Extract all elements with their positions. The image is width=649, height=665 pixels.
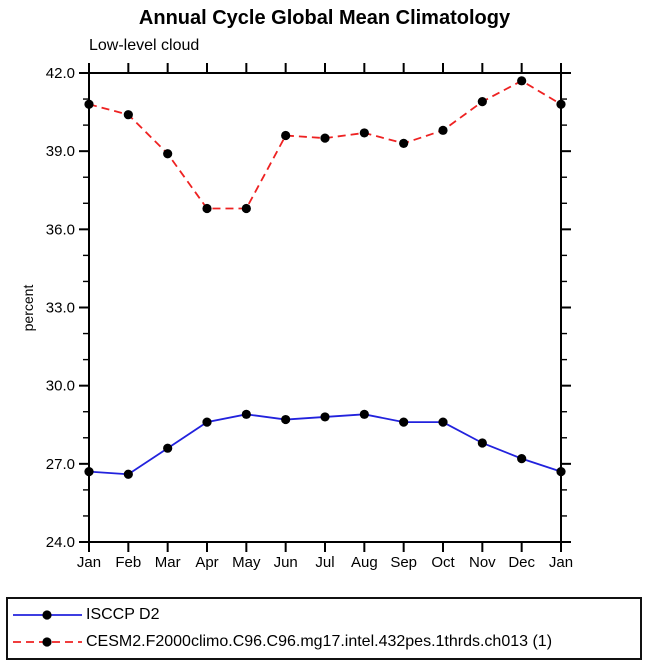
data-point-1 (320, 133, 330, 143)
data-point-0 (84, 467, 94, 477)
data-point-1 (202, 203, 212, 214)
data-point-1 (556, 99, 566, 109)
data-point-0 (163, 443, 173, 453)
x-tick-label: Aug (351, 554, 378, 571)
data-point-1 (84, 99, 94, 109)
x-tick-label: Jan (549, 554, 573, 571)
data-point-0 (202, 417, 212, 427)
data-point-0 (359, 409, 369, 419)
legend-line-sample-cesm2 (13, 636, 82, 647)
data-point-0 (399, 417, 409, 427)
legend-line-sample-isccp (13, 609, 82, 620)
data-point-1 (241, 203, 251, 214)
x-tick-label: Apr (195, 554, 218, 571)
legend-marker-icon (42, 609, 52, 620)
legend-item-isccp: ISCCP D2 (8, 601, 640, 628)
chart-subtitle: Low-level cloud (89, 37, 200, 54)
y-axis-title: percent (20, 285, 36, 332)
x-tick-label: Jun (274, 554, 298, 571)
y-tick-label: 39.0 (46, 143, 75, 160)
data-point-0 (438, 417, 448, 427)
data-point-1 (359, 128, 369, 138)
x-tick-label: Mar (155, 554, 181, 571)
series-line-1 (88, 79, 562, 210)
data-point-0 (477, 438, 487, 448)
data-point-0 (517, 454, 527, 464)
x-tick-label: Dec (508, 554, 535, 571)
data-point-1 (123, 110, 133, 120)
y-tick-label: 36.0 (46, 221, 75, 238)
y-tick-label: 42.0 (46, 65, 75, 82)
data-point-1 (438, 125, 448, 135)
plot-frame (88, 72, 562, 543)
legend-marker-icon (42, 636, 52, 647)
legend-item-cesm2: CESM2.F2000climo.C96.C96.mg17.intel.432p… (8, 628, 640, 655)
legend-label-isccp: ISCCP D2 (86, 605, 160, 623)
data-point-0 (320, 412, 330, 422)
data-point-1 (517, 76, 527, 86)
data-point-0 (241, 409, 251, 419)
x-tick-label: May (232, 554, 261, 571)
legend-label-cesm2: CESM2.F2000climo.C96.C96.mg17.intel.432p… (86, 632, 553, 650)
legend-box: ISCCP D2 CESM2.F2000climo.C96.C96.mg17.i… (6, 597, 642, 660)
x-tick-label: Oct (431, 554, 455, 571)
x-tick-label: Feb (115, 554, 141, 571)
x-tick-label: Jan (77, 554, 101, 571)
data-point-1 (477, 97, 487, 107)
data-point-1 (281, 130, 291, 141)
y-tick-label: 30.0 (46, 378, 75, 395)
y-tick-label: 33.0 (46, 300, 75, 317)
x-tick-label: Jul (315, 554, 334, 571)
y-tick-label: 27.0 (46, 456, 75, 473)
x-tick-label: Nov (469, 554, 496, 571)
data-point-0 (123, 469, 133, 479)
data-point-1 (163, 149, 173, 159)
x-tick-label: Sep (390, 554, 417, 571)
data-point-0 (556, 467, 566, 477)
plot-area: percent 24.0 27.0 30.0 33.0 36.0 39.0 42.0 Jan F… (20, 63, 573, 571)
series-line-0 (88, 413, 562, 476)
chart-title: Annual Cycle Global Mean Climatology (138, 7, 511, 29)
y-tick-label: 24.0 (46, 534, 75, 551)
data-point-0 (281, 414, 291, 425)
data-point-1 (399, 138, 409, 148)
